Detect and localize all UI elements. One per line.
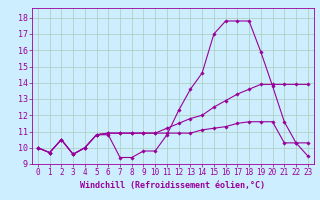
X-axis label: Windchill (Refroidissement éolien,°C): Windchill (Refroidissement éolien,°C) xyxy=(80,181,265,190)
